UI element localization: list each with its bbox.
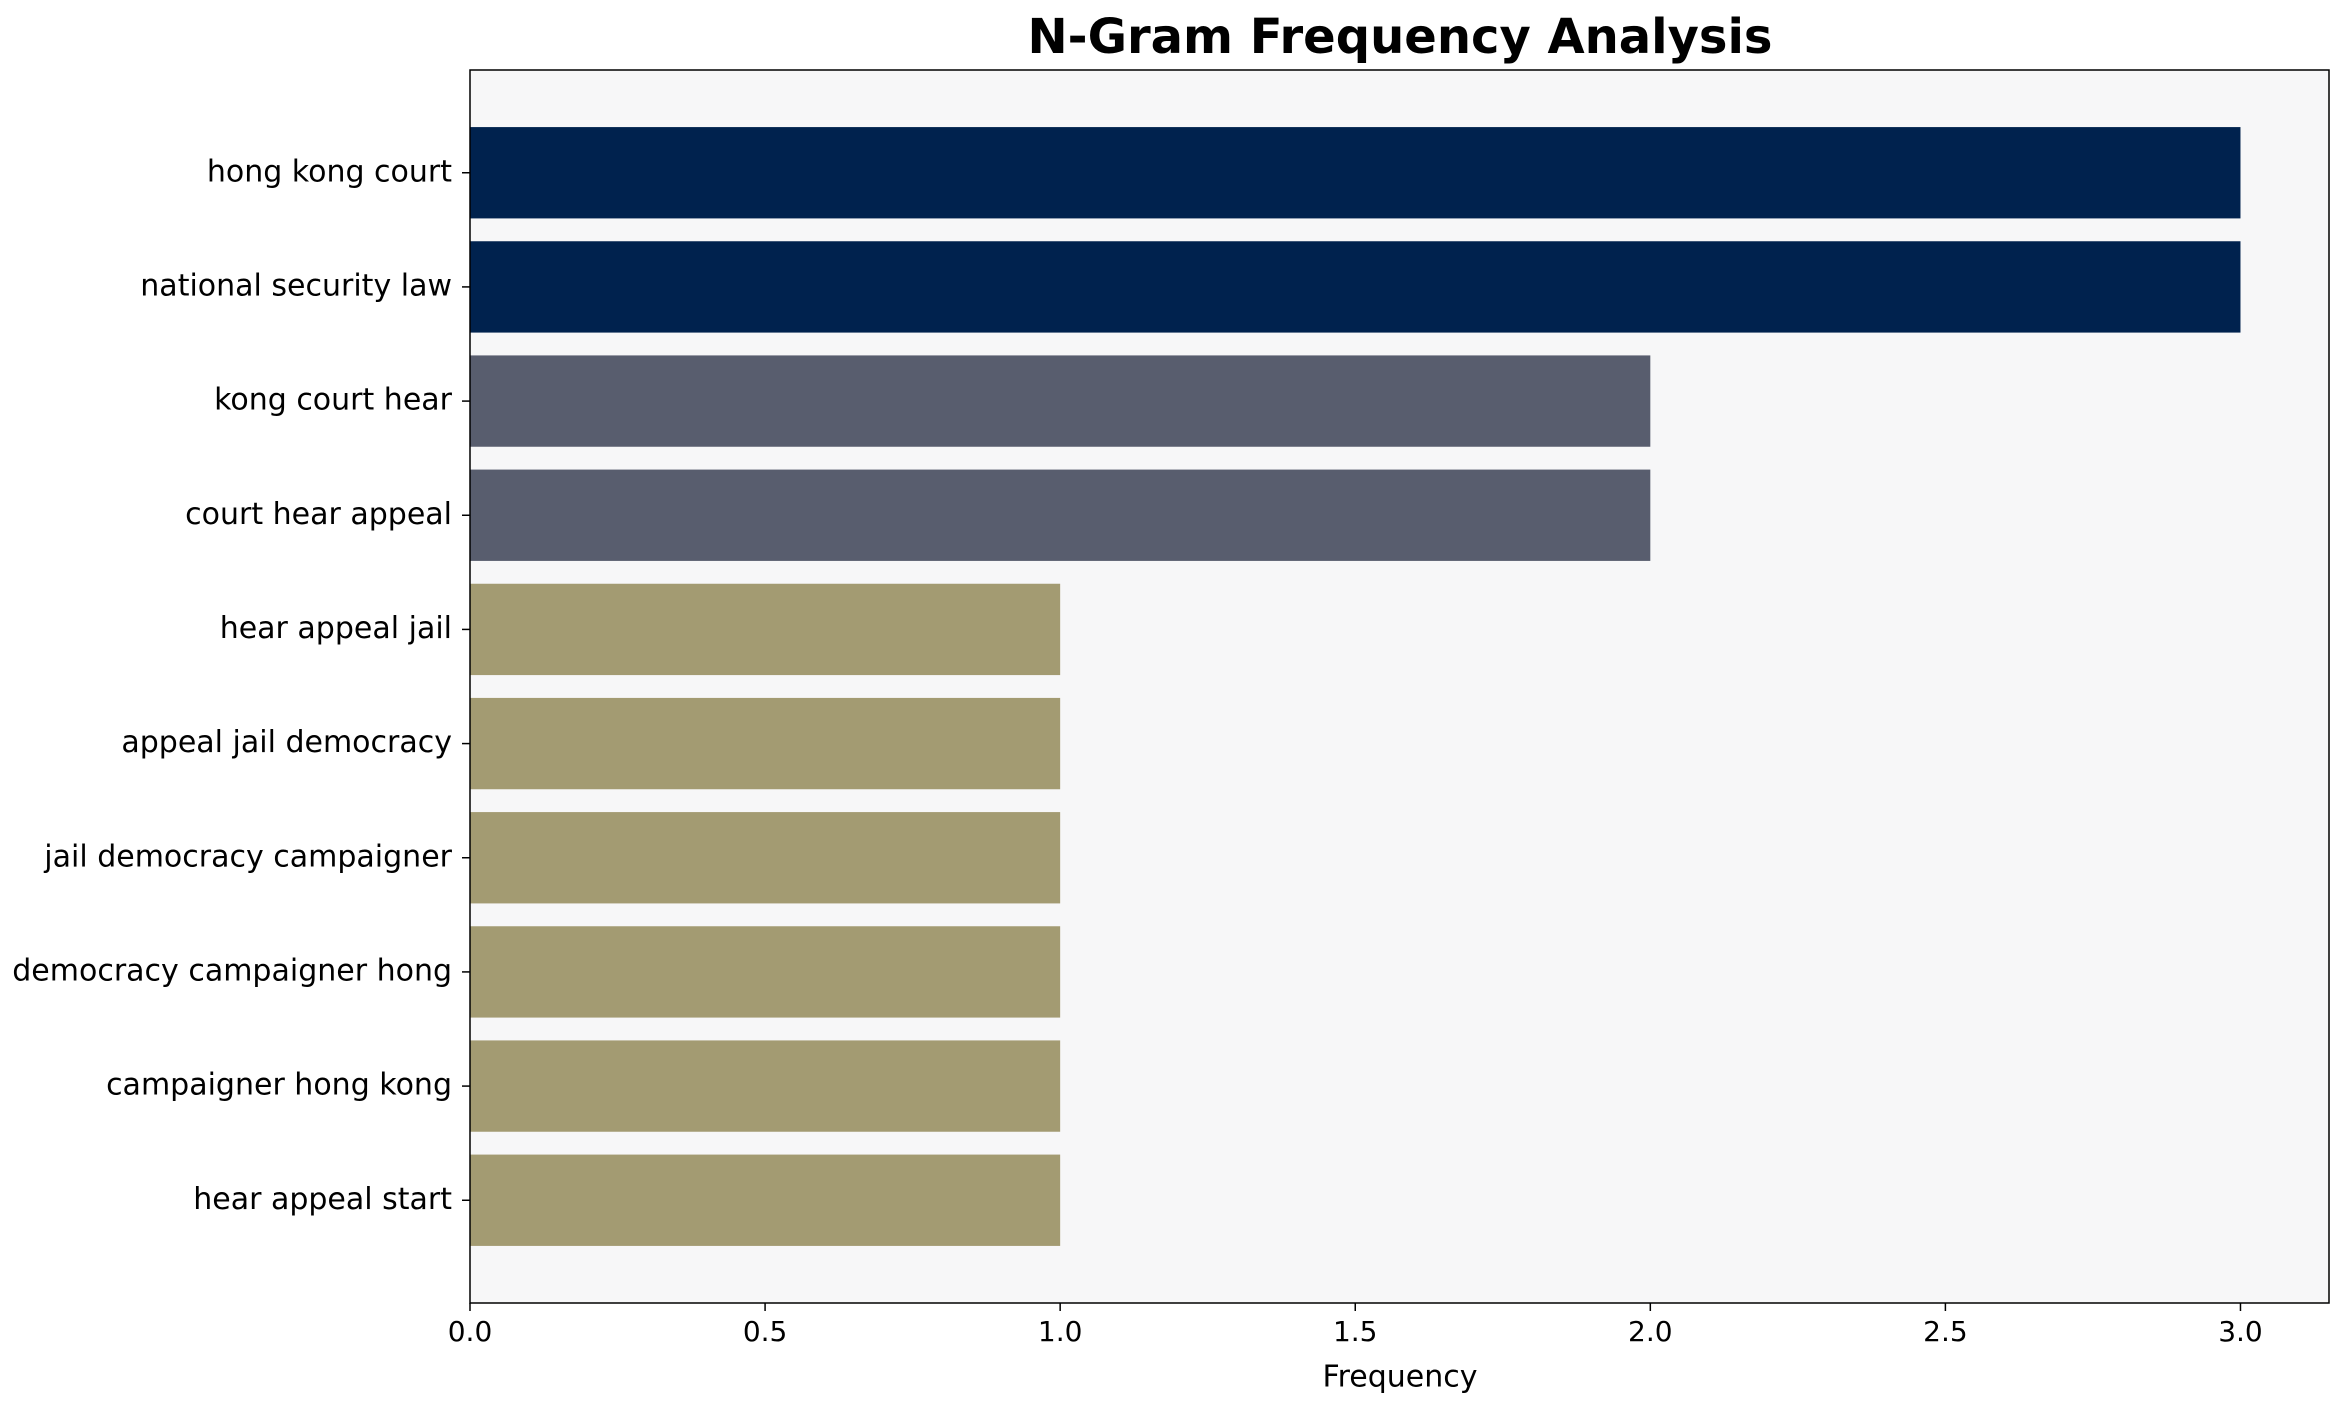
x-tick-label: 1.0 — [1038, 1315, 1083, 1348]
y-tick-label: hear appeal jail — [220, 611, 452, 646]
y-tick-label: democracy campaigner hong — [12, 953, 452, 988]
bar — [470, 583, 1061, 676]
bar — [470, 241, 2241, 333]
bar — [470, 469, 1651, 561]
y-tick-label: hear appeal start — [193, 1182, 452, 1217]
bar — [470, 127, 2241, 219]
bar — [470, 697, 1061, 790]
bar — [470, 355, 1651, 447]
x-axis-label: Frequency — [1323, 1360, 1478, 1395]
bar — [470, 1154, 1061, 1246]
y-tick-label: jail democracy campaigner — [43, 839, 452, 874]
y-tick-label: hong kong court — [207, 154, 452, 189]
x-tick-label: 1.5 — [1333, 1315, 1378, 1348]
bar — [470, 926, 1061, 1018]
bar — [470, 1040, 1061, 1132]
y-tick-label: court hear appeal — [185, 497, 452, 532]
x-tick-label: 3.0 — [2218, 1315, 2263, 1348]
x-tick-label: 0.0 — [448, 1315, 493, 1348]
plot-frame — [469, 69, 2330, 1304]
y-tick-label: campaigner hong kong — [106, 1068, 452, 1103]
y-tick-label: national security law — [140, 268, 452, 303]
x-tick-label: 2.0 — [1628, 1315, 1673, 1348]
chart-title: N-Gram Frequency Analysis — [1028, 9, 1773, 65]
x-tick-label: 2.5 — [1923, 1315, 1968, 1348]
x-tick-label: 0.5 — [743, 1315, 788, 1348]
y-tick-label: appeal jail democracy — [121, 725, 452, 760]
y-tick-label: kong court hear — [214, 383, 453, 418]
bar — [470, 812, 1061, 904]
